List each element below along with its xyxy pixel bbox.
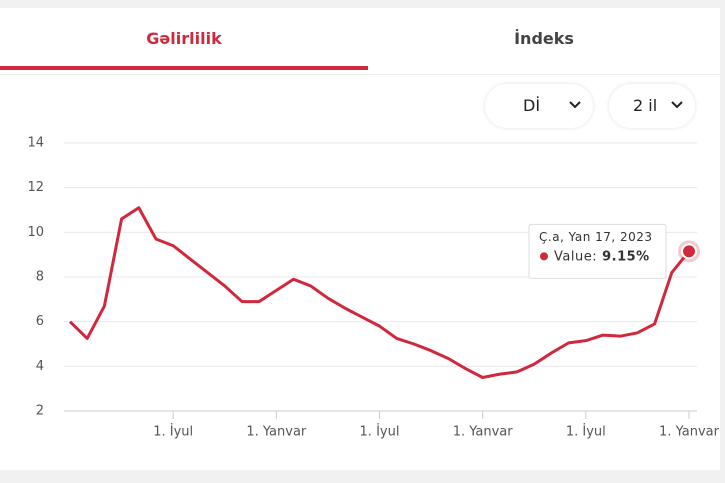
tooltip [528,223,667,279]
tooltip-label: Value: [554,249,597,264]
dropdown-label: Dİ [523,96,541,115]
x-tick-label: 1. Yanvar [453,425,514,440]
y-tick-label: 2 [36,404,44,419]
value-label: 9.15% [602,249,650,264]
chevron [569,101,581,109]
divider [0,74,720,75]
x-tick-label: 1. İyul [360,424,400,440]
x-tick-label: 1. İyul [153,424,193,440]
x-tick-label: 1. Yanvar [659,425,720,440]
x-tick-label: 1. İyul [566,424,606,440]
dropdown-label: 2 il [633,96,658,115]
y-tick-label: 8 [36,270,44,285]
tooltip-text: Value: 9.15% [554,249,650,264]
x-tick-label: 1. Yanvar [246,425,307,440]
y-tick-label: 10 [27,225,44,240]
dropdown[interactable]: 2 il [609,84,695,128]
tab[interactable]: Gəlirlilik [0,8,368,70]
y-tick-label: 6 [36,314,44,329]
y-tick-label: 12 [27,180,44,195]
tooltip-dot [540,252,548,261]
y-tick-label: 14 [27,136,44,151]
tab[interactable]: İndeks [514,29,574,48]
point [681,243,697,260]
chevron [671,101,683,109]
tooltip-title: Ç.a, Yan 17, 2023 [539,230,653,244]
line [68,206,691,379]
y-tick-label: 4 [36,359,44,374]
dropdown[interactable]: Dİ [485,84,593,128]
